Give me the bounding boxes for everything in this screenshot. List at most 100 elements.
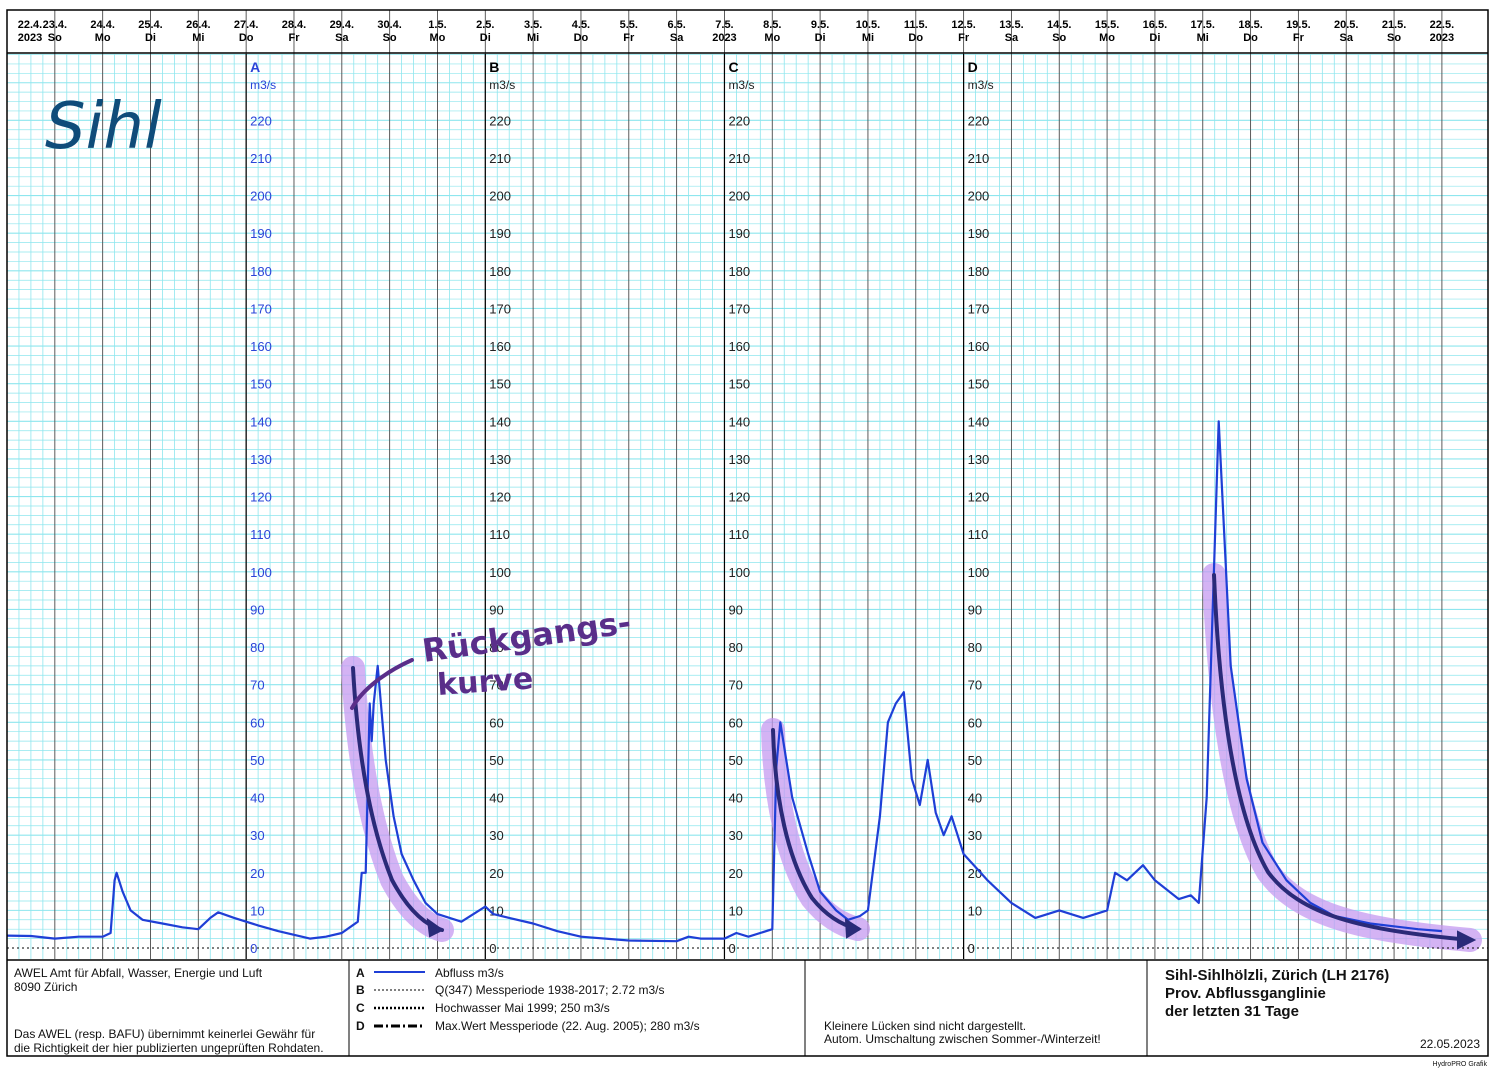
y-tick-label: 120 (489, 490, 511, 505)
weekday-label: 2023 (18, 32, 42, 44)
y-tick-label: 0 (968, 941, 975, 956)
y-tick-label: 40 (728, 791, 742, 806)
date-label: 1.5. (428, 19, 446, 31)
date-label: 15.5. (1095, 19, 1119, 31)
y-tick-label: 80 (250, 640, 264, 655)
chart-subtitle: der letzten 31 Tage (1165, 1003, 1299, 1020)
y-tick-label: 50 (489, 753, 503, 768)
note-gaps: Kleinere Lücken sind nicht dargestellt. (824, 1019, 1026, 1033)
y-tick-label: 160 (728, 339, 750, 354)
y-tick-label: 180 (968, 264, 990, 279)
y-tick-label: 150 (489, 377, 511, 392)
y-tick-label: 140 (489, 414, 511, 429)
weekday-label: 2023 (1430, 32, 1454, 44)
y-tick-label: 150 (968, 377, 990, 392)
weekday-label: Mo (430, 32, 446, 44)
weekday-label: So (1052, 32, 1066, 44)
recession-curve-label-line1: Rückgangs- (420, 603, 633, 670)
weekday-label: Mi (527, 32, 539, 44)
date-label: 7.5. (715, 19, 733, 31)
axis-letter: B (489, 59, 499, 75)
y-tick-label: 210 (968, 151, 990, 166)
recession-highlight (1202, 563, 1482, 952)
y-tick-label: 110 (489, 527, 510, 542)
date-label: 10.5. (856, 19, 880, 31)
weekday-label: Mo (1099, 32, 1115, 44)
y-tick-label: 220 (489, 113, 511, 128)
y-tick-label: 70 (728, 678, 742, 693)
date-label: 28.4. (282, 19, 306, 31)
y-tick-label: 140 (250, 414, 272, 429)
date-label: 22.5. (1430, 19, 1454, 31)
station-name: Sihl-Sihlhölzli, Zürich (LH 2176) (1165, 967, 1389, 984)
axis-unit: m3/s (728, 78, 754, 92)
chart-frame (6, 9, 1489, 1057)
axis-unit: m3/s (968, 78, 994, 92)
y-tick-label: 20 (489, 866, 503, 881)
date-label: 25.4. (138, 19, 162, 31)
date-label: 17.5. (1191, 19, 1215, 31)
weekday-label: Do (1243, 32, 1258, 44)
date-label: 2.5. (476, 19, 494, 31)
y-tick-label: 150 (250, 377, 272, 392)
recession-arrow-head (1457, 930, 1477, 950)
recession-arrow-line (1212, 573, 1472, 942)
legend-key-b: B (356, 983, 365, 997)
y-tick-label: 130 (250, 452, 272, 467)
legend-key-c: C (356, 1001, 365, 1015)
date-label: 29.4. (330, 19, 354, 31)
y-tick-label: 60 (250, 715, 264, 730)
y-tick-label: 40 (968, 791, 982, 806)
y-tick-label: 70 (489, 678, 503, 693)
y-tick-label: 120 (968, 490, 990, 505)
weekday-label: Mi (862, 32, 874, 44)
legend-text-a: Abfluss m3/s (435, 966, 504, 980)
y-tick-label: 200 (489, 189, 511, 204)
weekday-label: Mo (95, 32, 111, 44)
y-tick-label: 60 (968, 715, 982, 730)
recession-curve-label-line2: kurve (436, 661, 534, 703)
y-tick-label: 190 (728, 226, 750, 241)
recession-arrow-head (844, 918, 862, 939)
y-tick-label: 210 (250, 151, 272, 166)
weekday-label: Sa (670, 32, 684, 44)
axis-letter: A (250, 59, 260, 75)
report-date: 22.05.2023 (1420, 1037, 1480, 1051)
date-label: 14.5. (1047, 19, 1071, 31)
y-tick-label: 190 (489, 226, 511, 241)
legend-text-d: Max.Wert Messperiode (22. Aug. 2005); 28… (435, 1019, 700, 1033)
y-tick-label: 70 (250, 678, 264, 693)
y-tick-label: 100 (728, 565, 750, 580)
date-label: 4.5. (572, 19, 590, 31)
y-tick-label: 200 (728, 189, 750, 204)
weekday-label: So (383, 32, 397, 44)
disclaimer-line1: Das AWEL (resp. BAFU) übernimmt keinerle… (14, 1027, 315, 1041)
weekday-label: Sa (1005, 32, 1019, 44)
y-tick-label: 40 (250, 791, 264, 806)
disclaimer-line2: die Richtigkeit der hier publizierten un… (14, 1041, 324, 1055)
date-label: 16.5. (1143, 19, 1167, 31)
date-label: 19.5. (1286, 19, 1310, 31)
weekday-label: Do (574, 32, 589, 44)
date-label: 22.4. (18, 19, 42, 31)
y-tick-label: 140 (728, 414, 750, 429)
date-label: 24.4. (90, 19, 114, 31)
y-tick-label: 190 (968, 226, 990, 241)
minor-horizontal-grid (7, 54, 1488, 939)
river-name-label: Sihl (45, 90, 162, 164)
y-tick-label: 170 (728, 301, 750, 316)
date-label: 18.5. (1238, 19, 1262, 31)
legend-key-a: A (356, 966, 365, 980)
y-tick-label: 80 (489, 640, 503, 655)
weekday-label: Di (815, 32, 826, 44)
org-name: AWEL Amt für Abfall, Wasser, Energie und… (14, 966, 263, 980)
y-tick-label: 180 (250, 264, 272, 279)
y-tick-label: 190 (250, 226, 272, 241)
y-tick-label: 50 (250, 753, 264, 768)
y-tick-label: 220 (968, 113, 990, 128)
y-tick-label: 20 (728, 866, 742, 881)
y-tick-label: 170 (489, 301, 511, 316)
weekday-label: Mi (192, 32, 204, 44)
y-tick-label: 210 (489, 151, 511, 166)
